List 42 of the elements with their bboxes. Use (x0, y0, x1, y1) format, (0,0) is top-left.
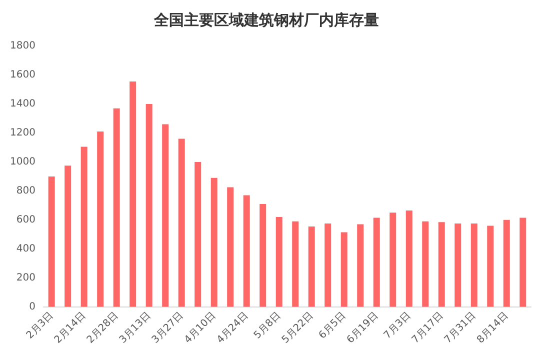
bar (292, 221, 299, 307)
bar (357, 224, 364, 307)
bar (146, 104, 152, 307)
bar (97, 132, 104, 307)
bar (406, 210, 412, 307)
y-tick-label: 400 (16, 243, 36, 254)
y-tick-label: 0 (29, 301, 36, 312)
bar (276, 217, 282, 307)
bar (454, 224, 462, 307)
y-tick-label: 1600 (10, 70, 36, 81)
bar (210, 178, 218, 307)
y-tick-label: 600 (16, 214, 36, 226)
bar (438, 222, 445, 307)
bar (64, 166, 72, 307)
y-tick-label: 800 (16, 186, 36, 197)
y-tick-label: 200 (16, 272, 36, 284)
bar (227, 187, 234, 307)
x-tick-label: 5月22日 (280, 310, 316, 346)
bar (470, 224, 478, 307)
bar (308, 226, 315, 307)
bar (130, 82, 136, 307)
bar (162, 124, 169, 307)
y-tick-label: 1800 (10, 40, 36, 52)
bar (80, 146, 88, 307)
bar (178, 138, 185, 307)
y-tick-label: 1200 (10, 128, 36, 139)
bar (194, 162, 202, 307)
y-tick-label: 1000 (10, 156, 36, 168)
bar (260, 204, 266, 307)
bar (503, 220, 510, 307)
bar (520, 218, 526, 307)
bar (113, 108, 120, 307)
bar (373, 218, 380, 307)
chart-title: 全国主要区域建筑钢材厂内库存量 (153, 10, 379, 29)
y-tick-label: 1400 (10, 98, 36, 110)
bar (324, 224, 332, 307)
bar (487, 226, 494, 307)
bar (422, 221, 429, 307)
bar (48, 176, 55, 307)
bar (390, 212, 396, 307)
bar (340, 232, 348, 307)
bar (243, 195, 250, 307)
